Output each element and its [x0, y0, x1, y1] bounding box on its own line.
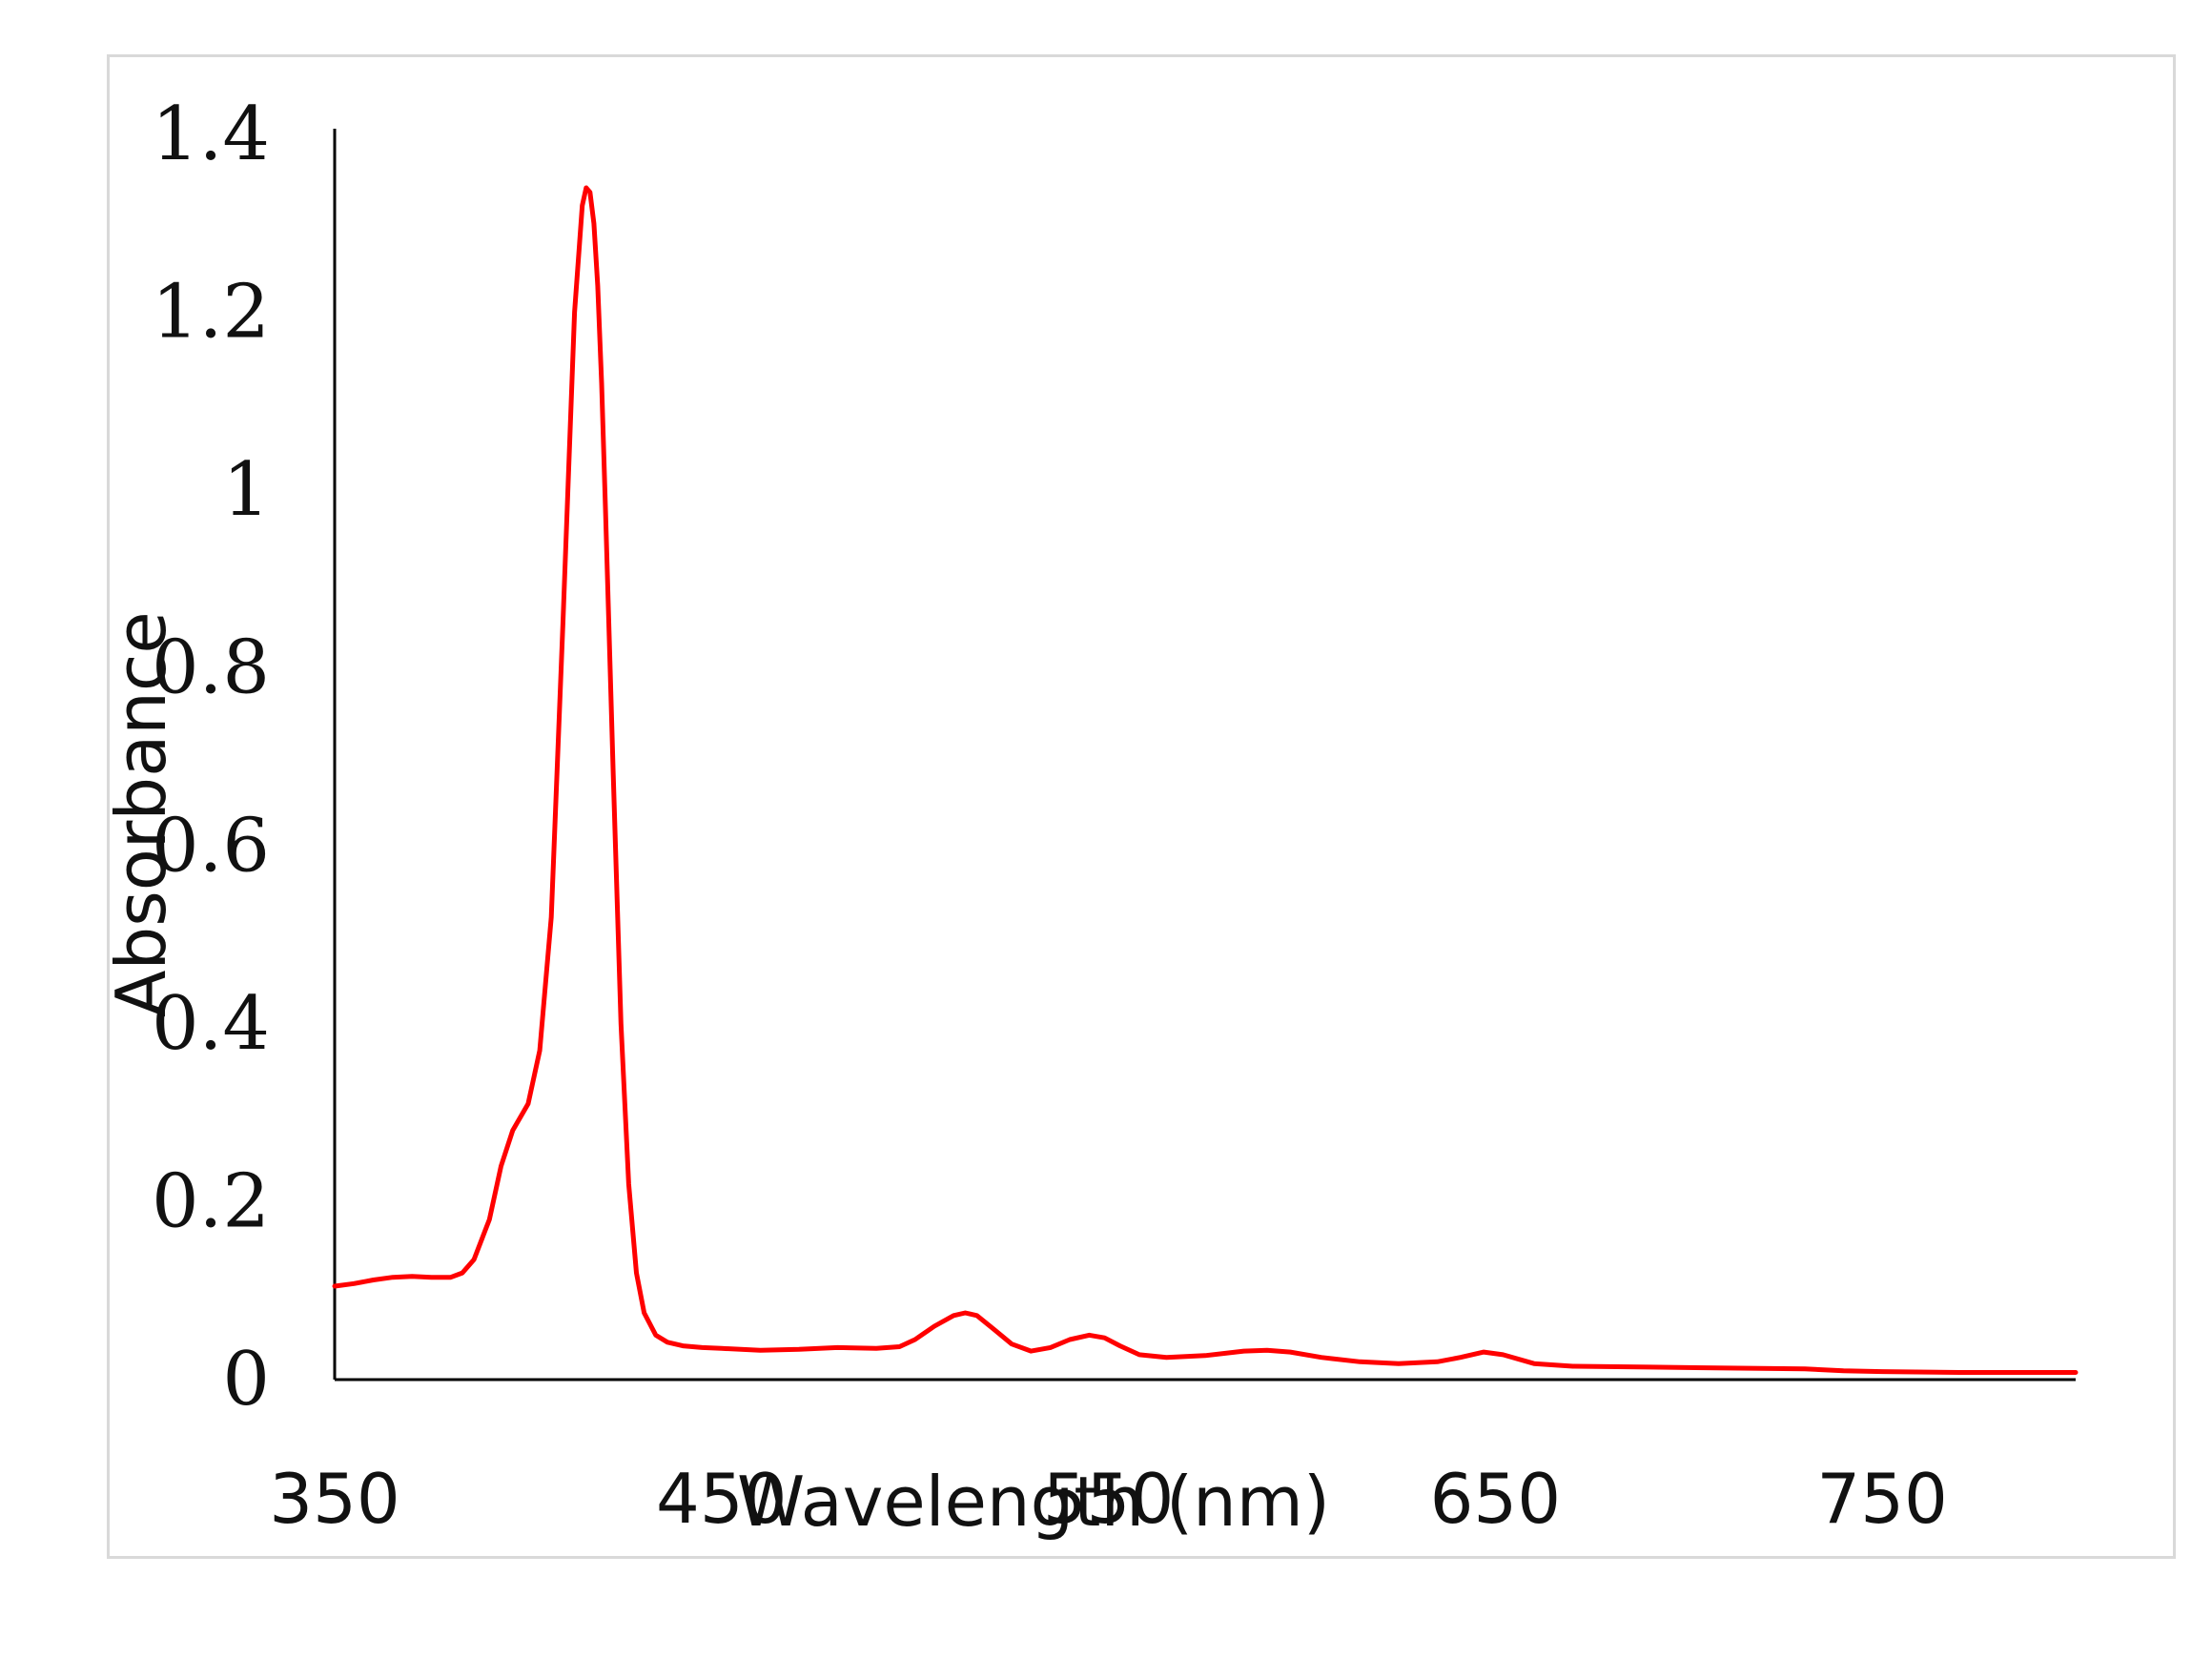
- y-tick-label: 0.8: [152, 625, 270, 711]
- y-tick-label: 1.2: [152, 270, 270, 356]
- x-axis-title: Wavelength (nm): [737, 1462, 1330, 1542]
- x-tick-label: 550: [1043, 1459, 1174, 1539]
- y-tick-label: 1: [222, 447, 270, 533]
- y-tick-label: 0.6: [152, 803, 270, 889]
- y-axis-ticks: 0 0.2 0.4 0.6 0.8 1 1.2 1.4: [152, 92, 270, 1423]
- x-tick-label: 650: [1430, 1459, 1561, 1539]
- absorbance-series-line: [332, 185, 2079, 1375]
- x-tick-label: 350: [269, 1459, 399, 1539]
- y-tick-label: 0.4: [152, 981, 270, 1067]
- y-tick-label: 0.2: [152, 1158, 270, 1244]
- absorbance-chart: 0 0.2 0.4 0.6 0.8 1 1.2 1.4 350 450 550 650 750 Abs…: [110, 92, 2079, 1542]
- chart-frame: 0 0.2 0.4 0.6 0.8 1 1.2 1.4 350 450 550 650 750 Abs…: [107, 54, 2176, 1559]
- y-axis-title: Absorbance: [110, 611, 181, 1016]
- x-tick-label: 450: [656, 1459, 787, 1539]
- y-tick-label: 1.4: [152, 92, 270, 177]
- x-tick-label: 750: [1816, 1459, 1947, 1539]
- y-tick-label: 0: [222, 1337, 270, 1423]
- x-axis-ticks: 350 450 550 650 750: [269, 1459, 1948, 1539]
